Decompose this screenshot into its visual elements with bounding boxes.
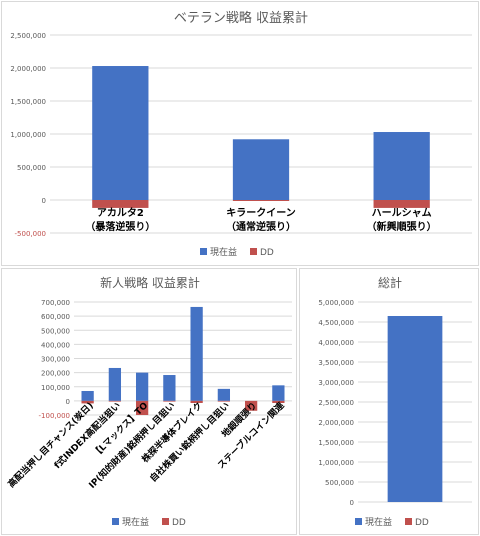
bar-current-profit (190, 306, 203, 401)
legend-label: 現在益 (210, 246, 237, 258)
bar-dd (163, 400, 176, 402)
legend-label: DD (172, 518, 186, 528)
bar-dd (108, 400, 122, 402)
bar-dd (244, 400, 258, 411)
y-tick-label: 1,500,000 (10, 98, 46, 106)
bar-dd (81, 400, 94, 404)
legend-label: 現在益 (365, 516, 392, 528)
total-chart-panel: 総計 0 500,000 1,000,000 1,500,000 2,000,000 2,5… (299, 268, 479, 535)
bar-current-profit (92, 66, 149, 201)
bar-dd (373, 200, 430, 208)
y-tick-label: 1,000,000 (318, 459, 354, 467)
legend-swatch (200, 248, 207, 255)
bar-dd (92, 200, 149, 208)
legend-label: DD (415, 518, 429, 528)
bar-current-profit (163, 375, 176, 401)
category-label: アカルタ2 （暴落逆張り） (85, 207, 155, 233)
legend-swatch (355, 518, 362, 525)
category-label: キラークイーン（通常逆張り） (226, 207, 296, 233)
bar-current-profit (272, 385, 285, 401)
bar-dd (272, 400, 285, 403)
y-tick-label: 1,000,000 (10, 131, 46, 139)
legend-swatch (162, 518, 169, 525)
legend: 現在益 DD (355, 516, 429, 528)
legend: 現在益 DD (200, 246, 274, 258)
total-chart: 総計 0 500,000 1,000,000 1,500,000 2,000,000 2,5… (318, 275, 472, 528)
bar-dd (135, 400, 149, 415)
y-tick-label: 2,500,000 (10, 32, 46, 40)
y-tick-label: 3,500,000 (318, 359, 354, 367)
y-tick-label: 0 (350, 499, 354, 507)
bar-current-profit (217, 388, 231, 401)
legend-swatch (112, 518, 119, 525)
bar-current-profit (81, 390, 94, 401)
bar-current-profit (135, 372, 149, 401)
y-tick-label: 0 (66, 398, 70, 406)
y-tick-label: 1,500,000 (318, 439, 354, 447)
y-tick-label: 500,000 (17, 164, 46, 172)
legend-swatch (405, 518, 412, 525)
bar-current-profit (232, 139, 290, 200)
category-label: ハールシャム（新興順張り） (367, 207, 437, 233)
bar-current-profit (387, 316, 443, 502)
y-tick-label: 2,000,000 (10, 65, 46, 73)
y-tick-label: 3,000,000 (318, 379, 354, 387)
y-tick-label: 200,000 (41, 370, 70, 378)
y-tick-label: 500,000 (41, 327, 70, 335)
y-tick-label: 500,000 (325, 479, 354, 487)
newcomer-strategy-chart: 新人戦略 収益累計 -100,000 0 100,000 200,000 300,000 4… (5, 275, 292, 528)
y-tick-label: 100,000 (41, 384, 70, 392)
newcomer-strategy-chart-panel: 新人戦略 収益累計 -100,000 0 100,000 200,000 300,000 4… (1, 268, 297, 535)
y-tick-label: 4,500,000 (318, 319, 354, 327)
bar-current-profit (108, 367, 122, 401)
y-tick-label: -500,000 (15, 230, 46, 238)
bar-dd (190, 400, 203, 403)
y-tick-label: 0 (42, 197, 46, 205)
veteran-strategy-chart-panel: ベテラン戦略 収益累計 -500,000 0 500,000 1,000,000 1,50… (1, 1, 479, 266)
y-tick-label: 5,000,000 (318, 299, 354, 307)
y-tick-label: 400,000 (41, 341, 70, 349)
y-tick-label: -100,000 (39, 412, 70, 420)
y-tick-label: 300,000 (41, 356, 70, 364)
y-tick-label: 600,000 (41, 313, 70, 321)
chart-title: ベテラン戦略 収益累計 (174, 10, 308, 26)
chart-title: 総計 (378, 275, 402, 290)
legend-swatch (250, 248, 257, 255)
y-tick-label: 2,000,000 (318, 419, 354, 427)
bar-dd (232, 200, 290, 201)
chart-title: 新人戦略 収益累計 (100, 275, 200, 290)
bar-current-profit (373, 132, 430, 200)
bar-dd (217, 400, 231, 402)
y-tick-label: 700,000 (41, 299, 70, 307)
y-tick-label: 4,000,000 (318, 339, 354, 347)
legend: 現在益 DD (112, 516, 186, 528)
y-tick-label: 2,500,000 (318, 399, 354, 407)
veteran-strategy-chart: ベテラン戦略 収益累計 -500,000 0 500,000 1,000,000 1,50… (10, 10, 472, 258)
legend-label: 現在益 (122, 516, 149, 528)
legend-label: DD (260, 248, 274, 258)
